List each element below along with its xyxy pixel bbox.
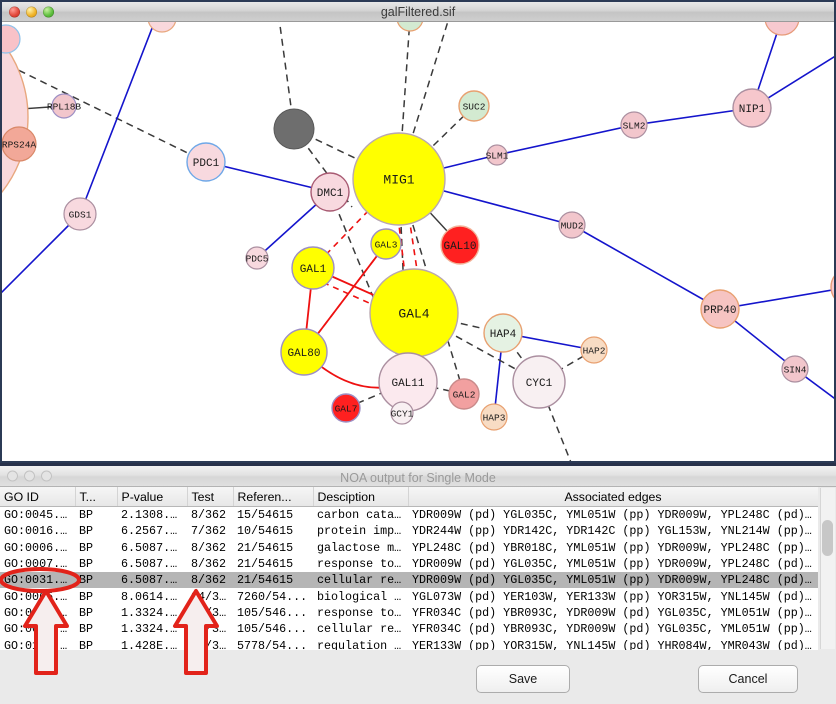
- svg-text:GAL4: GAL4: [398, 307, 429, 322]
- svg-text:HAP4: HAP4: [490, 329, 517, 341]
- svg-text:SUC2: SUC2: [463, 101, 486, 112]
- svg-text:NIP1: NIP1: [739, 104, 766, 116]
- svg-text:GCY1: GCY1: [391, 408, 414, 419]
- svg-text:GAL11: GAL11: [391, 378, 424, 390]
- svg-text:RPS24A: RPS24A: [2, 139, 36, 150]
- svg-text:GAL10: GAL10: [443, 241, 476, 253]
- svg-text:GAL3: GAL3: [375, 239, 398, 250]
- svg-text:GDS1: GDS1: [69, 209, 92, 220]
- svg-text:GAL1: GAL1: [300, 264, 327, 276]
- svg-text:MUD2: MUD2: [561, 220, 584, 231]
- svg-text:DMC1: DMC1: [317, 188, 344, 200]
- svg-text:MIG1: MIG1: [383, 173, 414, 188]
- svg-text:CYC1: CYC1: [526, 378, 553, 390]
- svg-text:PRP40: PRP40: [703, 305, 736, 317]
- svg-text:GAL7: GAL7: [335, 403, 358, 414]
- svg-text:PDC5: PDC5: [246, 253, 269, 264]
- svg-text:GAL2: GAL2: [453, 389, 476, 400]
- svg-text:SLM2: SLM2: [623, 120, 646, 131]
- svg-text:SLM1: SLM1: [486, 150, 509, 161]
- svg-text:HAP2: HAP2: [583, 345, 606, 356]
- svg-text:HAP3: HAP3: [483, 412, 506, 423]
- svg-text:PDC1: PDC1: [193, 158, 220, 170]
- svg-text:SIN4: SIN4: [784, 364, 807, 375]
- svg-text:RPL18B: RPL18B: [47, 101, 82, 112]
- svg-text:GAL80: GAL80: [287, 348, 320, 360]
